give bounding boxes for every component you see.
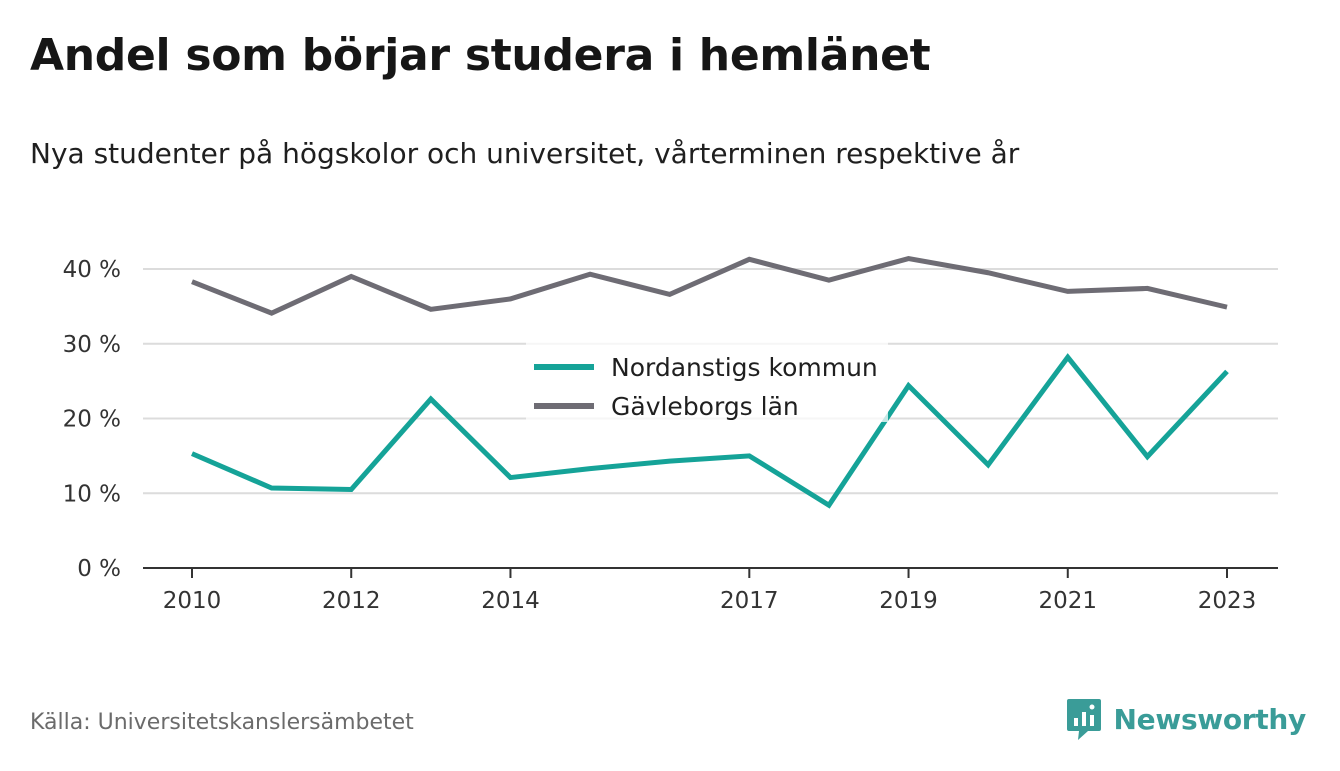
line-chart: Nordanstigs kommun Gävleborgs län 0 % 10 %… (63, 255, 1278, 614)
chart-title: Andel som börjar studera i hemlänet (30, 30, 931, 81)
x-tick-label: 2010 (163, 588, 222, 614)
brand-logo: Newsworthy (1066, 697, 1306, 741)
brand-name: Newsworthy (1113, 702, 1307, 736)
legend-label: Gävleborgs län (611, 392, 799, 421)
x-tick-label: 2017 (720, 588, 779, 614)
x-tick-label: 2019 (879, 588, 938, 614)
chart-subtitle: Nya studenter på högskolor och universit… (30, 137, 1020, 170)
x-tick-label: 2023 (1198, 588, 1257, 614)
newsworthy-logo-icon (1066, 699, 1101, 740)
x-tick-label: 2021 (1038, 588, 1097, 614)
x-tick-label: 2014 (481, 588, 540, 614)
y-tick-label: 0 % (77, 556, 121, 582)
y-tick-label: 40 % (63, 257, 121, 283)
y-tick-label: 10 % (63, 481, 121, 507)
series-line-1 (191, 255, 1228, 316)
x-tick-label: 2012 (322, 588, 381, 614)
legend: Nordanstigs kommun Gävleborgs län (526, 342, 888, 422)
series-line-0 (191, 353, 1229, 509)
source-note: Källa: Universitetskanslersämbetet (30, 710, 414, 735)
y-tick-label: 30 % (63, 332, 121, 358)
tick-labels: 0 % 10 % 20 % 30 % 40 % 2010 2012 2014 2017 2019 2… (63, 257, 1257, 614)
y-tick-label: 20 % (63, 407, 121, 433)
legend-label: Nordanstigs kommun (611, 353, 878, 382)
series-lines (191, 255, 1229, 509)
x-axis (143, 567, 1278, 578)
